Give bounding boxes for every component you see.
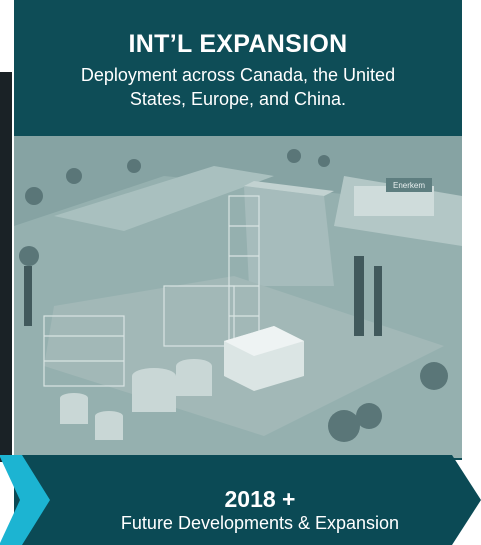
title: INT’L EXPANSION xyxy=(128,30,348,58)
footer-banner xyxy=(0,455,481,545)
plant-illustration: Enerkem xyxy=(14,136,462,458)
footer-year: 2018 + xyxy=(224,486,296,512)
left-edge xyxy=(0,72,12,462)
logo-text: Enerkem xyxy=(393,181,425,190)
footer-caption: Future Developments & Expansion xyxy=(120,513,400,533)
subtitle: Deployment across Canada, the United Sta… xyxy=(80,65,396,109)
header: INT’L EXPANSION Deployment across Canada… xyxy=(14,0,462,134)
panel: INT’L EXPANSION Deployment across Canada… xyxy=(14,0,462,460)
